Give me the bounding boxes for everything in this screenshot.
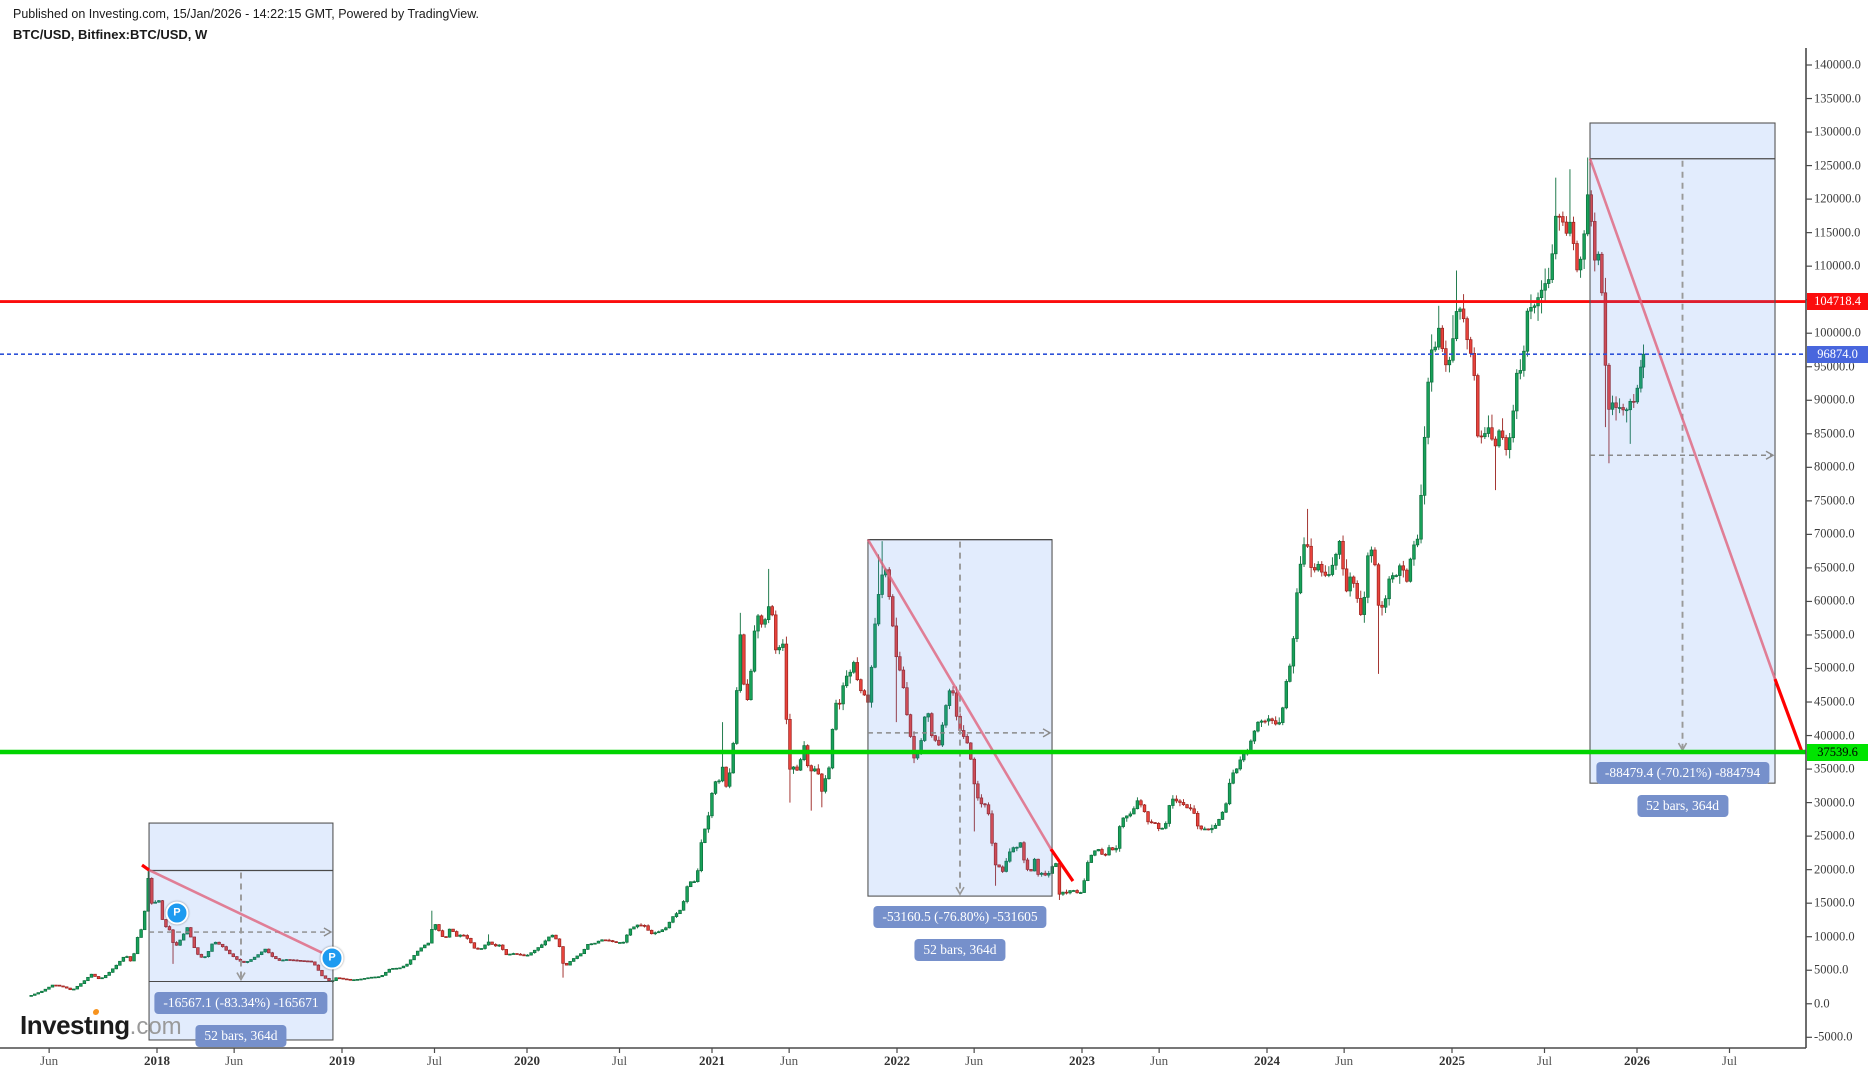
time-tick-month-label: Jun	[780, 1053, 799, 1068]
price-tick-label: 120000.0	[1814, 191, 1861, 206]
price-tick-label: -5000.0	[1814, 1029, 1853, 1044]
price-tick-label: 115000.0	[1814, 225, 1861, 240]
price-tick-label: 125000.0	[1814, 158, 1861, 173]
range-bars-badge-2018[interactable]: 52 bars, 364d	[195, 1024, 287, 1047]
candles-layer	[29, 157, 1646, 997]
time-tick-year-label: 2021	[699, 1053, 725, 1068]
axes	[0, 48, 1812, 1053]
price-label-target[interactable]: 37539.6	[1807, 743, 1868, 761]
time-tick-year-label: 2025	[1439, 1053, 1465, 1068]
time-tick-month-label: Jul	[611, 1053, 628, 1068]
time-tick-month-label: Jun	[965, 1053, 984, 1068]
logo-orange-dot: ı	[92, 1010, 99, 1040]
price-tick-label: 20000.0	[1814, 862, 1855, 877]
time-tick-year-label: 2023	[1069, 1053, 1095, 1068]
range-bars-badge-2022[interactable]: 52 bars, 364d	[914, 939, 1006, 962]
price-tick-label: 35000.0	[1814, 761, 1855, 776]
price-tick-label: 25000.0	[1814, 828, 1855, 843]
price-tick-label: 5000.0	[1814, 962, 1849, 977]
time-tick-month-label: Jul	[1536, 1053, 1553, 1068]
symbol-title: BTC/USD, Bitfinex:BTC/USD, W	[13, 27, 208, 42]
date-price-range-drawings[interactable]	[141, 122, 1804, 1041]
p-marker-2[interactable]: P	[320, 946, 344, 970]
price-tick-label: 135000.0	[1814, 91, 1861, 106]
range-measure-badge-2026[interactable]: -88479.4 (-70.21%) -884794	[1595, 762, 1770, 785]
price-tick-label: 110000.0	[1814, 258, 1861, 273]
price-tick-label: 10000.0	[1814, 929, 1855, 944]
time-tick-year-label: 2018	[144, 1053, 170, 1068]
investing-logo: Investıng.com	[20, 1010, 182, 1040]
range-measure-badge-2018[interactable]: -16567.1 (-83.34%) -165671	[154, 991, 328, 1014]
price-tick-label: 80000.0	[1814, 459, 1855, 474]
price-tick-label: 30000.0	[1814, 795, 1855, 810]
price-tick-label: 60000.0	[1814, 593, 1855, 608]
p-marker-1[interactable]: P	[165, 901, 189, 925]
price-tick-label: 140000.0	[1814, 57, 1861, 72]
published-line: Published on Investing.com, 15/Jan/2026 …	[13, 7, 480, 21]
time-tick-month-label: Jun	[40, 1053, 59, 1068]
price-tick-label: 50000.0	[1814, 660, 1855, 675]
price-tick-label: 40000.0	[1814, 728, 1855, 743]
price-label-last-price[interactable]: 96874.0	[1807, 345, 1868, 363]
price-tick-label: 100000.0	[1814, 325, 1861, 340]
price-tick-label: 90000.0	[1814, 392, 1855, 407]
time-tick-month-label: Jun	[1150, 1053, 1169, 1068]
price-tick-label: 130000.0	[1814, 124, 1861, 139]
time-tick-year-label: 2026	[1624, 1053, 1650, 1068]
price-tick-label: 85000.0	[1814, 426, 1855, 441]
price-tick-label: 65000.0	[1814, 560, 1855, 575]
price-tick-label: 45000.0	[1814, 694, 1855, 709]
time-tick-month-label: Jun	[1335, 1053, 1354, 1068]
range-measure-badge-2022[interactable]: -53160.5 (-76.80%) -531605	[873, 906, 1047, 929]
time-tick-year-label: 2024	[1254, 1053, 1280, 1068]
price-label-resistance[interactable]: 104718.4	[1807, 293, 1868, 311]
price-tick-label: 55000.0	[1814, 627, 1855, 642]
time-tick-month-label: Jul	[1721, 1053, 1738, 1068]
time-tick-month-label: Jul	[426, 1053, 443, 1068]
time-tick-year-label: 2020	[514, 1053, 540, 1068]
time-tick-year-label: 2022	[884, 1053, 910, 1068]
price-tick-label: 70000.0	[1814, 526, 1855, 541]
range-bars-badge-2026[interactable]: 52 bars, 364d	[1636, 795, 1729, 818]
price-tick-label: 95000.0	[1814, 359, 1855, 374]
time-tick-year-label: 2019	[329, 1053, 355, 1068]
price-tick-label: 15000.0	[1814, 895, 1855, 910]
price-tick-label: 0.0	[1814, 996, 1830, 1011]
time-tick-month-label: Jun	[225, 1053, 244, 1068]
price-tick-label: 75000.0	[1814, 493, 1855, 508]
